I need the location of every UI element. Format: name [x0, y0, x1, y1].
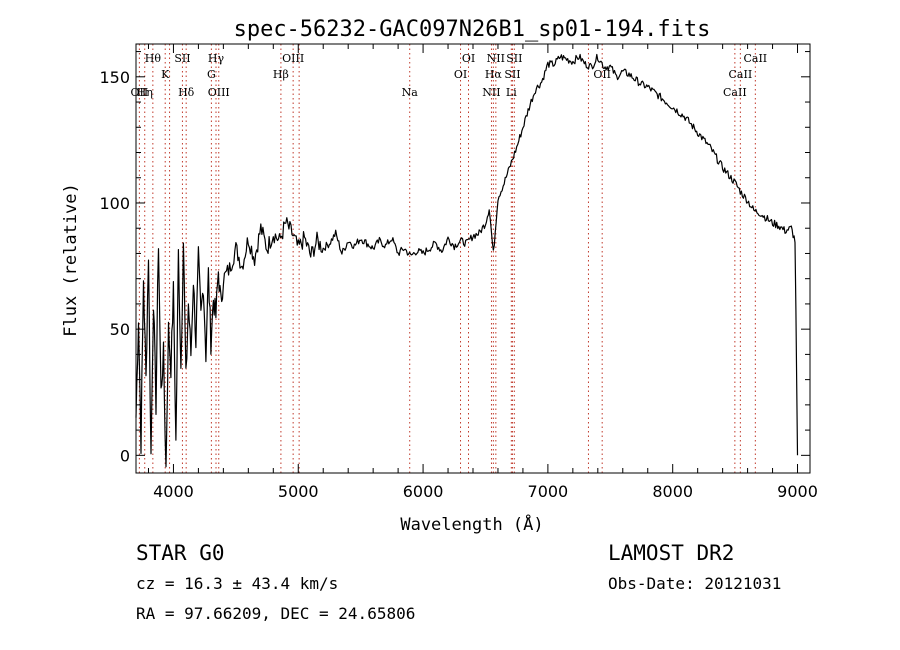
- line-marker-label: G: [207, 68, 216, 81]
- line-marker-label: Hα: [485, 68, 503, 81]
- classification-text: STAR G0: [136, 541, 225, 565]
- line-marker-label: Hδ: [178, 86, 195, 99]
- x-tick-label: 4000: [153, 482, 194, 501]
- line-marker-label: OII: [131, 86, 149, 99]
- y-tick-label: 0: [120, 446, 130, 465]
- x-tick-label: 6000: [403, 482, 444, 501]
- line-marker-label: Hγ: [208, 52, 225, 65]
- line-marker-label: CaII: [729, 68, 753, 81]
- line-marker-label: Li: [506, 86, 517, 99]
- x-axis: 4000 5000 6000 7000 8000 9000: [147, 44, 818, 501]
- plot-frame: [135, 43, 811, 474]
- line-marker-label: NII: [487, 52, 505, 65]
- x-tick-label: 7000: [528, 482, 569, 501]
- line-marker-label: K: [161, 68, 170, 81]
- y-tick-label: 100: [99, 194, 130, 213]
- y-axis-label: Flux (relative): [61, 183, 81, 337]
- spectrum-line: [135, 53, 799, 468]
- line-marker-label: SII: [504, 68, 520, 81]
- x-tick-label: 5000: [278, 482, 319, 501]
- line-markers: [138, 44, 756, 473]
- y-tick-label: 150: [99, 68, 130, 87]
- coordinates-text: RA = 97.66209, DEC = 24.65806: [136, 604, 416, 623]
- line-marker-labels: OIIHηHθKSIIHδGHγOIIIHβOIIINaOIOINIIHαNII…: [131, 52, 768, 99]
- y-tick-label: 50: [110, 320, 130, 339]
- line-marker-label: OIII: [282, 52, 304, 65]
- line-marker-label: Hθ: [145, 52, 162, 65]
- x-axis-label: Wavelength (Å): [400, 513, 543, 535]
- y-axis: 0 50 100 150: [99, 51, 810, 465]
- line-marker-label: SII: [506, 52, 522, 65]
- line-marker-label: CaII: [743, 52, 767, 65]
- chart-title: spec-56232-GAC097N26B1_sp01-194.fits: [234, 17, 711, 42]
- survey-name: LAMOST DR2: [608, 541, 735, 565]
- line-marker-label: OIII: [208, 86, 230, 99]
- line-marker-label: Na: [402, 86, 419, 99]
- x-tick-label: 8000: [652, 482, 693, 501]
- redshift-text: cz = 16.3 ± 43.4 km/s: [136, 574, 339, 593]
- line-marker-label: OII: [593, 68, 611, 81]
- x-tick-label: 9000: [777, 482, 818, 501]
- line-marker-label: OI: [454, 68, 467, 81]
- line-marker-label: CaII: [723, 86, 747, 99]
- line-marker-label: SII: [174, 52, 190, 65]
- line-marker-label: Hβ: [273, 68, 289, 81]
- line-marker-label: OI: [462, 52, 475, 65]
- line-marker-label: NII: [482, 86, 500, 99]
- obs-date-text: Obs-Date: 20121031: [608, 574, 782, 593]
- line-marker-label: Hη: [137, 86, 153, 99]
